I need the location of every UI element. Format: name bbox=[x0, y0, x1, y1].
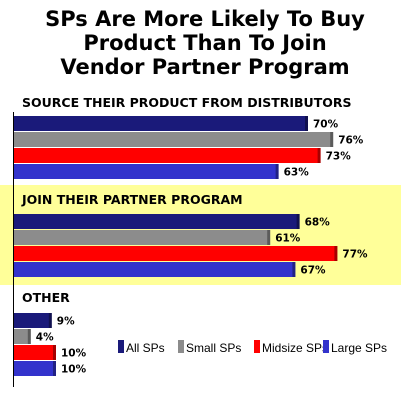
bar-edge bbox=[267, 230, 271, 245]
data-label: 4% bbox=[36, 332, 54, 344]
data-label: 61% bbox=[275, 233, 301, 245]
bar bbox=[14, 262, 296, 277]
bar-edge bbox=[292, 262, 296, 277]
data-label: 67% bbox=[300, 265, 326, 277]
legend-swatch bbox=[323, 340, 329, 353]
bars: SOURCE THEIR PRODUCT FROM DISTRIBUTORS 70… bbox=[13, 95, 368, 387]
legend-label: Midsize SPs bbox=[262, 341, 328, 355]
bar-edge bbox=[305, 116, 308, 131]
legend-label: Large SPs bbox=[331, 341, 387, 355]
bar bbox=[14, 361, 56, 376]
bar-edge bbox=[53, 361, 56, 376]
bar-edge bbox=[330, 132, 334, 147]
data-label: 70% bbox=[313, 119, 339, 131]
data-label: 77% bbox=[342, 249, 368, 261]
legend-swatch bbox=[118, 340, 124, 353]
chart-title: SPs Are More Likely To Buy Product Than … bbox=[45, 7, 365, 79]
legend-swatch bbox=[254, 340, 260, 353]
data-label: 10% bbox=[61, 348, 87, 360]
bar-edge bbox=[48, 313, 52, 328]
bar-edge bbox=[53, 345, 56, 360]
legend-label: All SPs bbox=[126, 341, 165, 355]
bar bbox=[14, 214, 300, 229]
chart-title-line-3: Vendor Partner Program bbox=[60, 55, 349, 79]
bar-edge bbox=[334, 246, 338, 261]
data-label: 68% bbox=[305, 217, 331, 229]
bar bbox=[14, 230, 271, 245]
data-label: 63% bbox=[284, 167, 310, 179]
bar bbox=[14, 132, 334, 147]
bar-edge bbox=[27, 329, 31, 344]
bar bbox=[14, 329, 31, 344]
chart-title-line-2: Product Than To Join bbox=[83, 31, 326, 55]
category-label: OTHER bbox=[22, 290, 70, 305]
bar bbox=[14, 116, 308, 131]
bar-edge bbox=[296, 214, 300, 229]
bar bbox=[14, 148, 321, 163]
bar bbox=[14, 313, 52, 328]
legend: All SPs Small SPs Midsize SPs Large SPs bbox=[118, 340, 387, 355]
chart-title-line-1: SPs Are More Likely To Buy bbox=[45, 7, 365, 31]
category-label: JOIN THEIR PARTNER PROGRAM bbox=[21, 192, 243, 207]
category-label: SOURCE THEIR PRODUCT FROM DISTRIBUTORS bbox=[22, 95, 352, 110]
data-label: 9% bbox=[57, 316, 75, 328]
legend-label: Small SPs bbox=[186, 341, 241, 355]
bar-edge bbox=[275, 164, 279, 179]
data-label: 73% bbox=[326, 151, 352, 163]
bar-edge bbox=[317, 148, 321, 163]
bar bbox=[14, 164, 279, 179]
legend-swatch bbox=[178, 340, 184, 353]
bar bbox=[14, 345, 56, 360]
data-label: 10% bbox=[61, 364, 87, 376]
bar bbox=[14, 246, 338, 261]
data-label: 76% bbox=[338, 135, 364, 147]
